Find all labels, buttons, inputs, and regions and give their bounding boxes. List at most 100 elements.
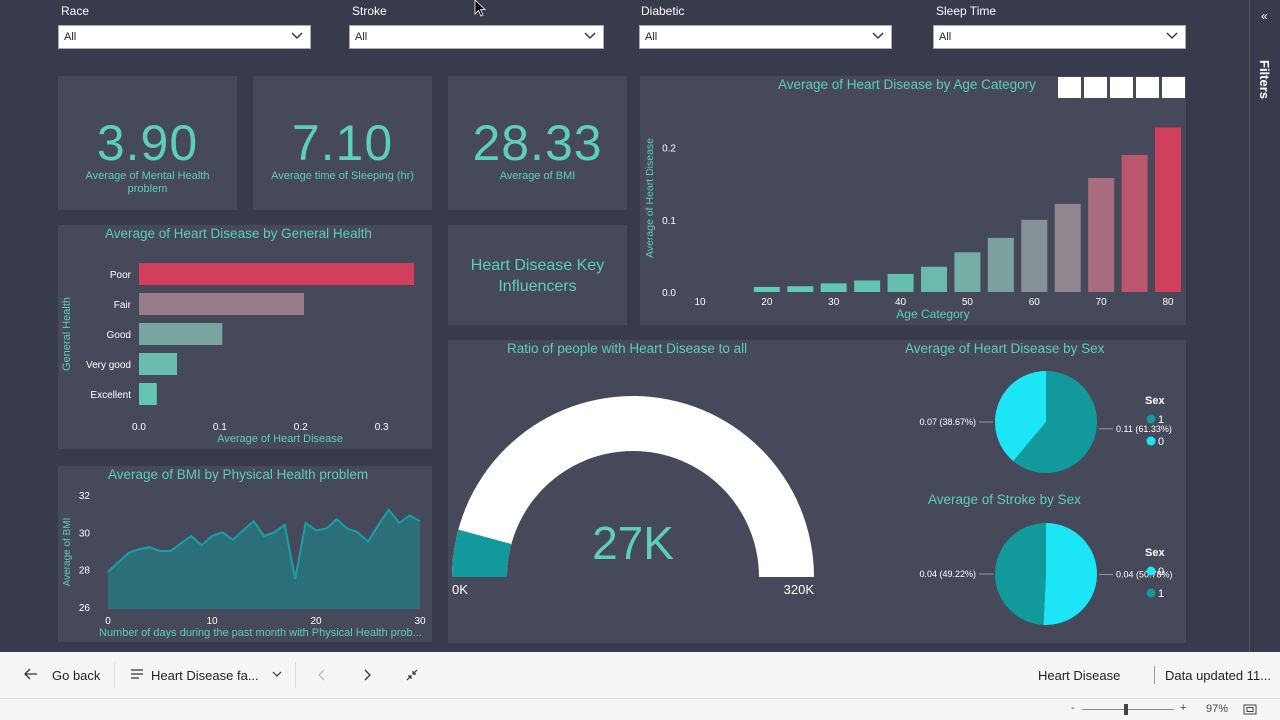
gauge-value: 27K (592, 517, 674, 569)
page-selector[interactable]: Heart Disease fa... (151, 668, 259, 683)
y-tick-label: 30 (79, 528, 91, 539)
x-tick-label: 0.2 (294, 422, 308, 433)
slicer-value: All (64, 31, 77, 43)
gauge-fill (452, 529, 512, 577)
kpi-bmi[interactable]: 28.33 Average of BMI (448, 76, 627, 210)
legend-marker (1146, 414, 1156, 424)
slicer-value: All (939, 31, 952, 43)
legend-marker (1146, 566, 1156, 576)
category-label: Excellent (90, 390, 131, 401)
kpi-value: 28.33 (472, 115, 603, 171)
dataset-name: Heart Disease (1038, 668, 1121, 683)
y-tick-label: 0.2 (662, 144, 676, 155)
header-box[interactable] (1162, 77, 1185, 98)
x-tick-label: 0 (105, 616, 111, 627)
divider (295, 662, 296, 688)
chart-title: Average of Heart Disease by Sex (905, 341, 1105, 356)
header-box[interactable] (1058, 77, 1081, 98)
chart-title: Average of BMI by Physical Health proble… (108, 467, 369, 482)
diabetic-dropdown[interactable]: All (639, 25, 892, 49)
header-box[interactable] (1110, 77, 1133, 98)
age-bar (753, 286, 780, 292)
bmi-physical-health-chart[interactable]: Average of BMI by Physical Health proble… (58, 466, 432, 642)
general-health-svg: General Health Average of Heart Disease … (61, 263, 414, 445)
legend-label: 0 (1158, 436, 1164, 448)
previous-page-icon[interactable] (318, 669, 326, 681)
chevron-down-icon[interactable] (272, 670, 282, 678)
x-axis-label: Average of Heart Disease (217, 433, 343, 445)
key-influencers-tile[interactable]: Heart Disease Key Influencers (448, 225, 627, 325)
sleep-time-dropdown[interactable]: All (933, 25, 1186, 49)
mouse-cursor-icon (474, 0, 486, 17)
fit-window-icon[interactable] (1243, 704, 1257, 715)
gauge-track (452, 396, 814, 577)
sex-stroke-pie[interactable]: 0.04 (50.78%) 0.04 (49.22%) Sex 0 1 (833, 512, 1183, 642)
general-health-chart[interactable]: Average of Heart Disease by General Heal… (58, 225, 432, 449)
filters-label[interactable]: Filters (1257, 60, 1272, 100)
gauge-chart[interactable]: 27K 0K 320K (448, 340, 828, 643)
age-bar (1155, 127, 1181, 292)
pie-data-label: 0.07 (38.67%) (919, 417, 976, 427)
chevron-down-icon (872, 32, 884, 39)
age-category-chart[interactable]: Average of Heart Disease by Age Category… (640, 76, 1186, 325)
bmi-area (108, 509, 420, 609)
x-tick-label: 50 (962, 297, 974, 308)
slicer-label: Stroke (352, 4, 387, 18)
gauge-min: 0K (452, 582, 468, 597)
zoom-in-button[interactable]: + (1180, 702, 1187, 714)
x-tick-label: 20 (310, 616, 322, 627)
zoom-out-button[interactable]: - (1071, 702, 1075, 714)
y-tick-label: 28 (79, 566, 91, 577)
health-bar (139, 293, 304, 315)
x-tick-label: 20 (761, 297, 773, 308)
zoom-slider-thumb[interactable] (1124, 704, 1128, 715)
age-bar (1088, 177, 1115, 292)
gauge-title: Ratio of people with Heart Disease to al… (507, 341, 748, 356)
kpi-value: 3.90 (96, 115, 199, 171)
data-updated: Data updated 11... (1165, 668, 1272, 683)
legend-title: Sex (1145, 395, 1165, 407)
fit-to-page-icon[interactable] (406, 669, 418, 681)
x-tick-label: 30 (414, 616, 426, 627)
y-tick-label: 26 (79, 603, 91, 614)
zoom-slider[interactable] (1082, 709, 1174, 710)
kpi-sleep-time[interactable]: 7.10 Average time of Sleeping (hr) (253, 76, 432, 210)
x-tick-label: 10 (694, 297, 706, 308)
header-box[interactable] (1136, 77, 1159, 98)
kpi-mental-health[interactable]: 3.90 Average of Mental Health problem (58, 76, 237, 210)
next-page-icon[interactable] (363, 669, 371, 681)
slicer-value: All (645, 31, 658, 43)
age-bar (987, 237, 1014, 292)
x-tick-label: 40 (895, 297, 907, 308)
x-tick-label: 0.3 (375, 422, 389, 433)
sex-heart-disease-pie[interactable]: 0.11 (61.33%) 0.07 (38.67%) Sex 1 0 (833, 360, 1183, 500)
category-label: Poor (110, 270, 132, 281)
chart-header-boxes (1058, 77, 1185, 103)
filters-pane[interactable]: « Filters (1249, 0, 1280, 652)
legend-label: 0 (1158, 566, 1164, 578)
header-box[interactable] (1084, 77, 1107, 98)
chart-title: Average of Heart Disease by Age Category (778, 77, 1036, 92)
key-influencers-label: Heart Disease Key Influencers (470, 257, 605, 295)
page-list-icon (131, 669, 143, 679)
divider (1154, 666, 1155, 684)
stroke-dropdown[interactable]: All (349, 25, 604, 49)
race-dropdown[interactable]: All (58, 25, 311, 49)
y-axis-label: Average of BMI (62, 518, 73, 587)
zoom-level: 97% (1206, 703, 1229, 715)
x-tick-label: 0.0 (132, 422, 146, 433)
slicer-label: Race (61, 4, 90, 18)
pie-slice (1043, 523, 1097, 625)
collapse-filters-icon[interactable]: « (1261, 9, 1268, 23)
chevron-down-icon (1166, 32, 1178, 39)
arrow-left-icon[interactable] (24, 668, 38, 680)
age-bar (954, 252, 981, 292)
chart-title: Average of Heart Disease by General Heal… (105, 226, 372, 241)
go-back-button[interactable]: Go back (52, 668, 101, 683)
legend-marker (1146, 588, 1156, 598)
age-bar (1021, 219, 1048, 292)
chart-title: Average of Stroke by Sex (928, 492, 1081, 507)
pie-slice (995, 371, 1046, 462)
age-bar (787, 286, 814, 292)
kpi-value: 7.10 (291, 115, 394, 171)
